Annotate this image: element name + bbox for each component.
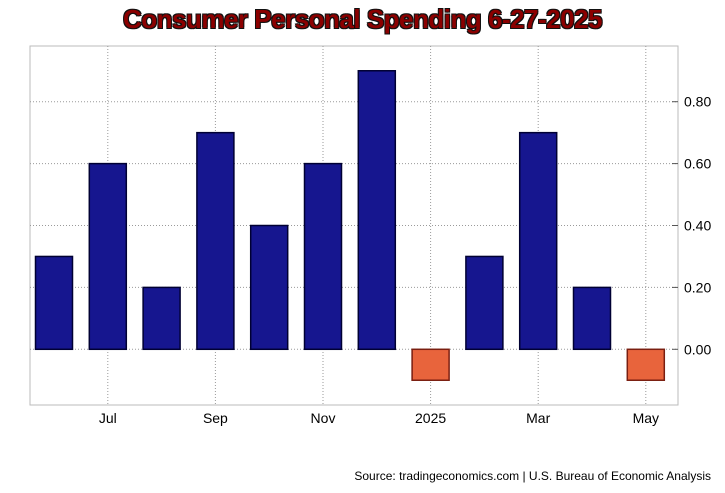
bar-nov <box>303 162 343 351</box>
bar-feb <box>465 255 504 351</box>
axis-layer: 0.00 0.20 0.40 0.60 0.80 Jul Sep Nov 2025 Mar May <box>99 94 712 426</box>
bar-dec <box>357 70 397 351</box>
grid-layer <box>29 45 679 406</box>
x-tick-label: Nov <box>311 410 336 426</box>
bar-2025 <box>411 348 450 381</box>
bar-mar <box>518 131 558 351</box>
x-tick-label: May <box>633 410 659 426</box>
x-tick-label: Jul <box>99 410 117 426</box>
bar-oct <box>249 224 289 351</box>
bar-may <box>626 348 666 381</box>
bar-aug <box>142 286 181 351</box>
bar-jul <box>88 162 128 351</box>
x-tick-label: Mar <box>526 410 550 426</box>
source-note: Source: tradingeconomics.com | U.S. Bure… <box>354 469 711 483</box>
y-tick-label: 0.60 <box>684 156 711 172</box>
bar-layer <box>34 70 666 381</box>
y-tick-label: 0.20 <box>684 279 711 295</box>
y-tick-label: 0.80 <box>684 94 711 110</box>
bar-sep <box>196 131 235 351</box>
chart-title: Consumer Personal Spending 6-27-2025 <box>122 4 603 34</box>
bar-jun <box>34 255 74 351</box>
x-tick-label: 2025 <box>415 410 446 426</box>
bar-apr <box>572 286 612 351</box>
x-tick-label: Sep <box>203 410 228 426</box>
y-tick-label: 0.40 <box>684 218 711 234</box>
y-tick-label: 0.00 <box>684 341 711 357</box>
